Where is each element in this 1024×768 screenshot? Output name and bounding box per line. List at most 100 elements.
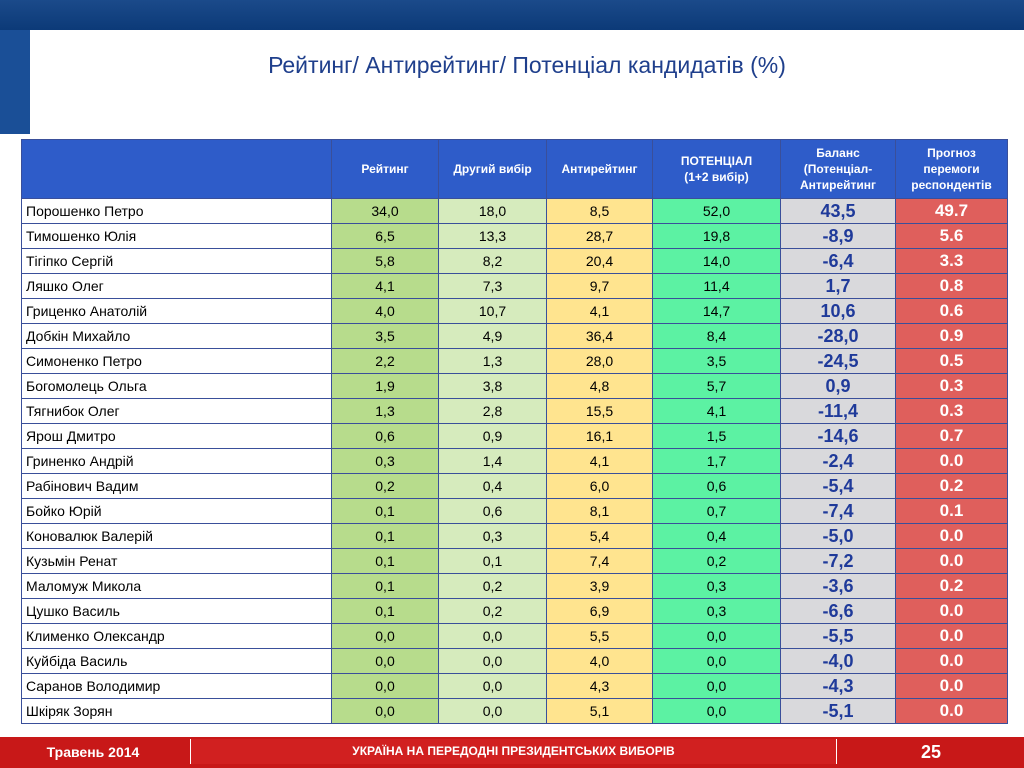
header-potential: ПОТЕНЦІАЛ (1+2 вибір): [652, 139, 781, 199]
forecast-value: 0.3: [895, 373, 1008, 399]
candidate-name: Гриценко Анатолій: [21, 298, 332, 324]
second-choice-value: 2,8: [438, 398, 547, 424]
second-choice-value: 0,0: [438, 648, 547, 674]
header-forecast: Прогноз перемоги респондентів: [895, 139, 1008, 199]
potential-value: 11,4: [652, 273, 781, 299]
table-header-row: Рейтинг Другий вибір Антирейтинг ПОТЕНЦІАЛ …: [21, 139, 1008, 199]
antirating-value: 4,1: [546, 448, 653, 474]
forecast-value: 0.0: [895, 598, 1008, 624]
table-row: Тимошенко Юлія 6,5 13,3 28,7 19,8 -8,9 5.6: [21, 223, 1008, 249]
candidate-name: Ярош Дмитро: [21, 423, 332, 449]
table-row: Добкін Михайло 3,5 4,9 36,4 8,4 -28,0 0.9: [21, 323, 1008, 349]
page-title: Рейтинг/ Антирейтинг/ Потенціал кандидат…: [268, 52, 786, 78]
antirating-value: 4,0: [546, 648, 653, 674]
header-candidate: [21, 139, 332, 199]
forecast-value: 0.0: [895, 448, 1008, 474]
table-row: Шкіряк Зорян 0,0 0,0 5,1 0,0 -5,1 0.0: [21, 698, 1008, 724]
rating-value: 0,1: [331, 548, 439, 574]
table-row: Тігіпко Сергій 5,8 8,2 20,4 14,0 -6,4 3.3: [21, 248, 1008, 274]
antirating-value: 8,5: [546, 198, 653, 224]
header-antirating: Антирейтинг: [546, 139, 653, 199]
potential-value: 0,3: [652, 573, 781, 599]
balance-value: -4,3: [780, 673, 896, 699]
second-choice-value: 1,4: [438, 448, 547, 474]
rating-value: 5,8: [331, 248, 439, 274]
candidate-name: Тягнибок Олег: [21, 398, 332, 424]
table-row: Клименко Олександр 0,0 0,0 5,5 0,0 -5,5 0.0: [21, 623, 1008, 649]
potential-value: 0,0: [652, 673, 781, 699]
rating-value: 6,5: [331, 223, 439, 249]
forecast-value: 0.0: [895, 698, 1008, 724]
balance-value: -5,4: [780, 473, 896, 499]
balance-value: -7,2: [780, 548, 896, 574]
second-choice-value: 0,1: [438, 548, 547, 574]
candidate-name: Клименко Олександр: [21, 623, 332, 649]
forecast-value: 0.0: [895, 523, 1008, 549]
balance-value: -11,4: [780, 398, 896, 424]
antirating-value: 20,4: [546, 248, 653, 274]
potential-value: 14,0: [652, 248, 781, 274]
table-row: Богомолець Ольга 1,9 3,8 4,8 5,7 0,9 0.3: [21, 373, 1008, 399]
forecast-value: 0.9: [895, 323, 1008, 349]
second-choice-value: 0,0: [438, 673, 547, 699]
table-row: Маломуж Микола 0,1 0,2 3,9 0,3 -3,6 0.2: [21, 573, 1008, 599]
table-row: Бойко Юрій 0,1 0,6 8,1 0,7 -7,4 0.1: [21, 498, 1008, 524]
antirating-value: 28,0: [546, 348, 653, 374]
page-number: 25: [920, 742, 942, 762]
antirating-value: 9,7: [546, 273, 653, 299]
table-row: Гриненко Андрій 0,3 1,4 4,1 1,7 -2,4 0.0: [21, 448, 1008, 474]
potential-value: 0,0: [652, 698, 781, 724]
second-choice-value: 7,3: [438, 273, 547, 299]
antirating-value: 8,1: [546, 498, 653, 524]
rating-value: 4,0: [331, 298, 439, 324]
candidate-name: Шкіряк Зорян: [21, 698, 332, 724]
header-rating: Рейтинг: [331, 139, 439, 199]
rating-value: 0,1: [331, 573, 439, 599]
rating-value: 0,0: [331, 673, 439, 699]
antirating-value: 3,9: [546, 573, 653, 599]
potential-value: 52,0: [652, 198, 781, 224]
footer-date: Травень 2014: [46, 744, 140, 760]
antirating-value: 6,0: [546, 473, 653, 499]
table-row: Цушко Василь 0,1 0,2 6,9 0,3 -6,6 0.0: [21, 598, 1008, 624]
side-accent: [0, 30, 30, 134]
forecast-value: 0.6: [895, 298, 1008, 324]
balance-value: -7,4: [780, 498, 896, 524]
potential-value: 0,0: [652, 648, 781, 674]
rating-value: 0,0: [331, 698, 439, 724]
second-choice-value: 3,8: [438, 373, 547, 399]
table-row: Порошенко Петро 34,0 18,0 8,5 52,0 43,5 49.7: [21, 198, 1008, 224]
table-row: Кузьмін Ренат 0,1 0,1 7,4 0,2 -7,2 0.0: [21, 548, 1008, 574]
potential-value: 14,7: [652, 298, 781, 324]
balance-value: -28,0: [780, 323, 896, 349]
rating-value: 1,3: [331, 398, 439, 424]
candidate-name: Богомолець Ольга: [21, 373, 332, 399]
antirating-value: 4,3: [546, 673, 653, 699]
table-body: Порошенко Петро 34,0 18,0 8,5 52,0 43,5 49.7 Ти…: [21, 198, 1008, 724]
balance-value: -24,5: [780, 348, 896, 374]
table-row: Куйбіда Василь 0,0 0,0 4,0 0,0 -4,0 0.0: [21, 648, 1008, 674]
antirating-value: 5,5: [546, 623, 653, 649]
balance-value: -2,4: [780, 448, 896, 474]
balance-value: 43,5: [780, 198, 896, 224]
candidate-name: Коновалюк Валерій: [21, 523, 332, 549]
rating-value: 2,2: [331, 348, 439, 374]
rating-value: 0,2: [331, 473, 439, 499]
second-choice-value: 1,3: [438, 348, 547, 374]
potential-value: 0,0: [652, 623, 781, 649]
table-row: Гриценко Анатолій 4,0 10,7 4,1 14,7 10,6 0.6: [21, 298, 1008, 324]
second-choice-value: 0,9: [438, 423, 547, 449]
potential-value: 0,3: [652, 598, 781, 624]
header-second-choice: Другий вибір: [438, 139, 547, 199]
forecast-value: 0.8: [895, 273, 1008, 299]
balance-value: -5,1: [780, 698, 896, 724]
second-choice-value: 10,7: [438, 298, 547, 324]
rating-value: 0,1: [331, 523, 439, 549]
potential-value: 0,7: [652, 498, 781, 524]
potential-value: 19,8: [652, 223, 781, 249]
candidate-name: Маломуж Микола: [21, 573, 332, 599]
second-choice-value: 0,2: [438, 598, 547, 624]
antirating-value: 28,7: [546, 223, 653, 249]
antirating-value: 5,1: [546, 698, 653, 724]
table-row: Симоненко Петро 2,2 1,3 28,0 3,5 -24,5 0.5: [21, 348, 1008, 374]
